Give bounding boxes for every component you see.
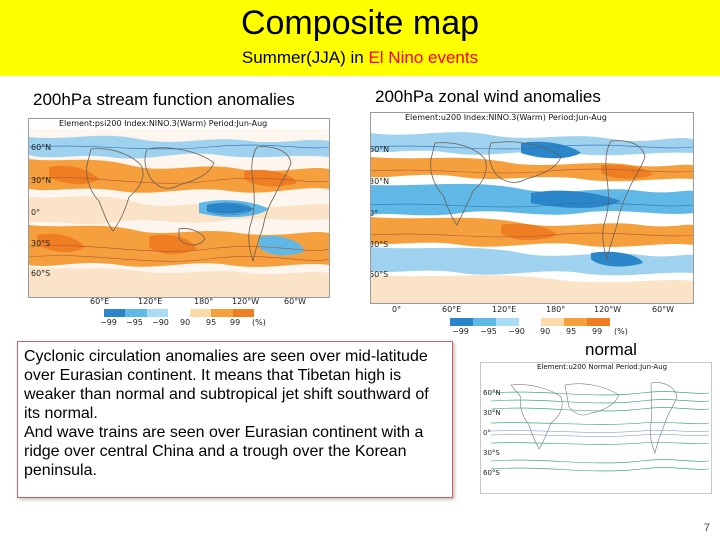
lon-label: 180°: [546, 305, 566, 314]
normal-map-title: normal: [585, 340, 637, 359]
stream-function-title: 200hPa stream function anomalies: [33, 90, 295, 109]
colorbar-tick: −99: [452, 327, 469, 336]
description-paragraph: Cyclonic circulation anomalies are seen …: [24, 348, 429, 422]
lat-label: 30°N: [31, 176, 52, 185]
lat-label: 60°S: [370, 270, 389, 279]
colorbar-tick: −90: [508, 327, 525, 336]
lon-label: 60°W: [284, 297, 307, 306]
colorbar-tick: −90: [152, 318, 169, 327]
colorbar-tick: −95: [126, 318, 143, 327]
description-box: Cyclonic circulation anomalies are seen …: [17, 341, 453, 498]
subtitle-prefix: Summer(JJA) in: [241, 48, 369, 67]
page-number: 7: [703, 522, 710, 534]
lon-label: 180°: [194, 297, 214, 306]
colorbar-tick: 95: [206, 318, 217, 327]
map-header: Element:u200 Normal Period:Jun-Aug: [537, 363, 668, 371]
map-header: Element:u200 Index:NINO.3(Warm) Period:J…: [405, 113, 607, 122]
stream-function-field: [29, 129, 329, 297]
lon-label: 120°E: [492, 305, 517, 314]
map-header: Element:psi200 Index:NINO.3(Warm) Period…: [59, 119, 268, 128]
lat-label: 30°N: [483, 409, 501, 417]
stream-colorbar: [104, 309, 254, 317]
subtitle-highlight: El Nino events: [368, 48, 479, 67]
zonal-wind-field: [371, 123, 693, 303]
colorbar-tick: −95: [480, 327, 497, 336]
lat-label: 60°S: [483, 469, 500, 477]
lat-label: 60°N: [483, 389, 501, 397]
lat-label: 30°N: [370, 177, 390, 186]
lon-label: 0°: [392, 305, 402, 314]
lat-label: 60°S: [31, 269, 51, 278]
colorbar-tick: −99: [100, 318, 117, 327]
description-paragraph: And wave trains are seen over Eurasian c…: [24, 424, 424, 479]
colorbar-unit: (%): [614, 327, 628, 336]
lat-label: 0°: [371, 209, 379, 218]
colorbar-tick: 99: [592, 327, 603, 336]
lat-label: 0°: [31, 208, 41, 217]
lon-label: 60°E: [90, 297, 110, 306]
lon-label: 120°W: [232, 297, 260, 306]
lat-label: 30°S: [31, 239, 51, 248]
zonal-wind-title: 200hPa zonal wind anomalies: [375, 87, 601, 106]
zonal-wind-map: Element:u200 Index:NINO.3(Warm) Period:J…: [370, 112, 694, 304]
slide-title: Composite map: [240, 4, 480, 42]
lat-label: 0°: [483, 429, 491, 437]
lon-label: 120°E: [138, 297, 163, 306]
zonal-colorbar: [450, 318, 611, 326]
colorbar-tick: 90: [540, 327, 551, 336]
colorbar-unit: (%): [252, 318, 266, 327]
colorbar-tick: 95: [566, 327, 577, 336]
lat-label: 60°N: [370, 145, 390, 154]
stream-function-map: Element:psi200 Index:NINO.3(Warm) Period…: [28, 118, 330, 298]
slide-header: [0, 0, 720, 76]
lat-label: 60°N: [31, 143, 52, 152]
colorbar-tick: 90: [180, 318, 191, 327]
colorbar-tick: 99: [230, 318, 241, 327]
lon-label: 60°W: [652, 305, 675, 314]
lon-label: 60°E: [442, 305, 462, 314]
normal-field: [490, 382, 710, 472]
lat-label: 30°S: [483, 449, 500, 457]
normal-map: Element:u200 Normal Period:Jun-Aug 60°N …: [480, 362, 712, 494]
lat-label: 30°S: [370, 240, 389, 249]
lon-label: 120°W: [594, 305, 622, 314]
slide-subtitle: Summer(JJA) in El Nino events: [0, 48, 720, 68]
